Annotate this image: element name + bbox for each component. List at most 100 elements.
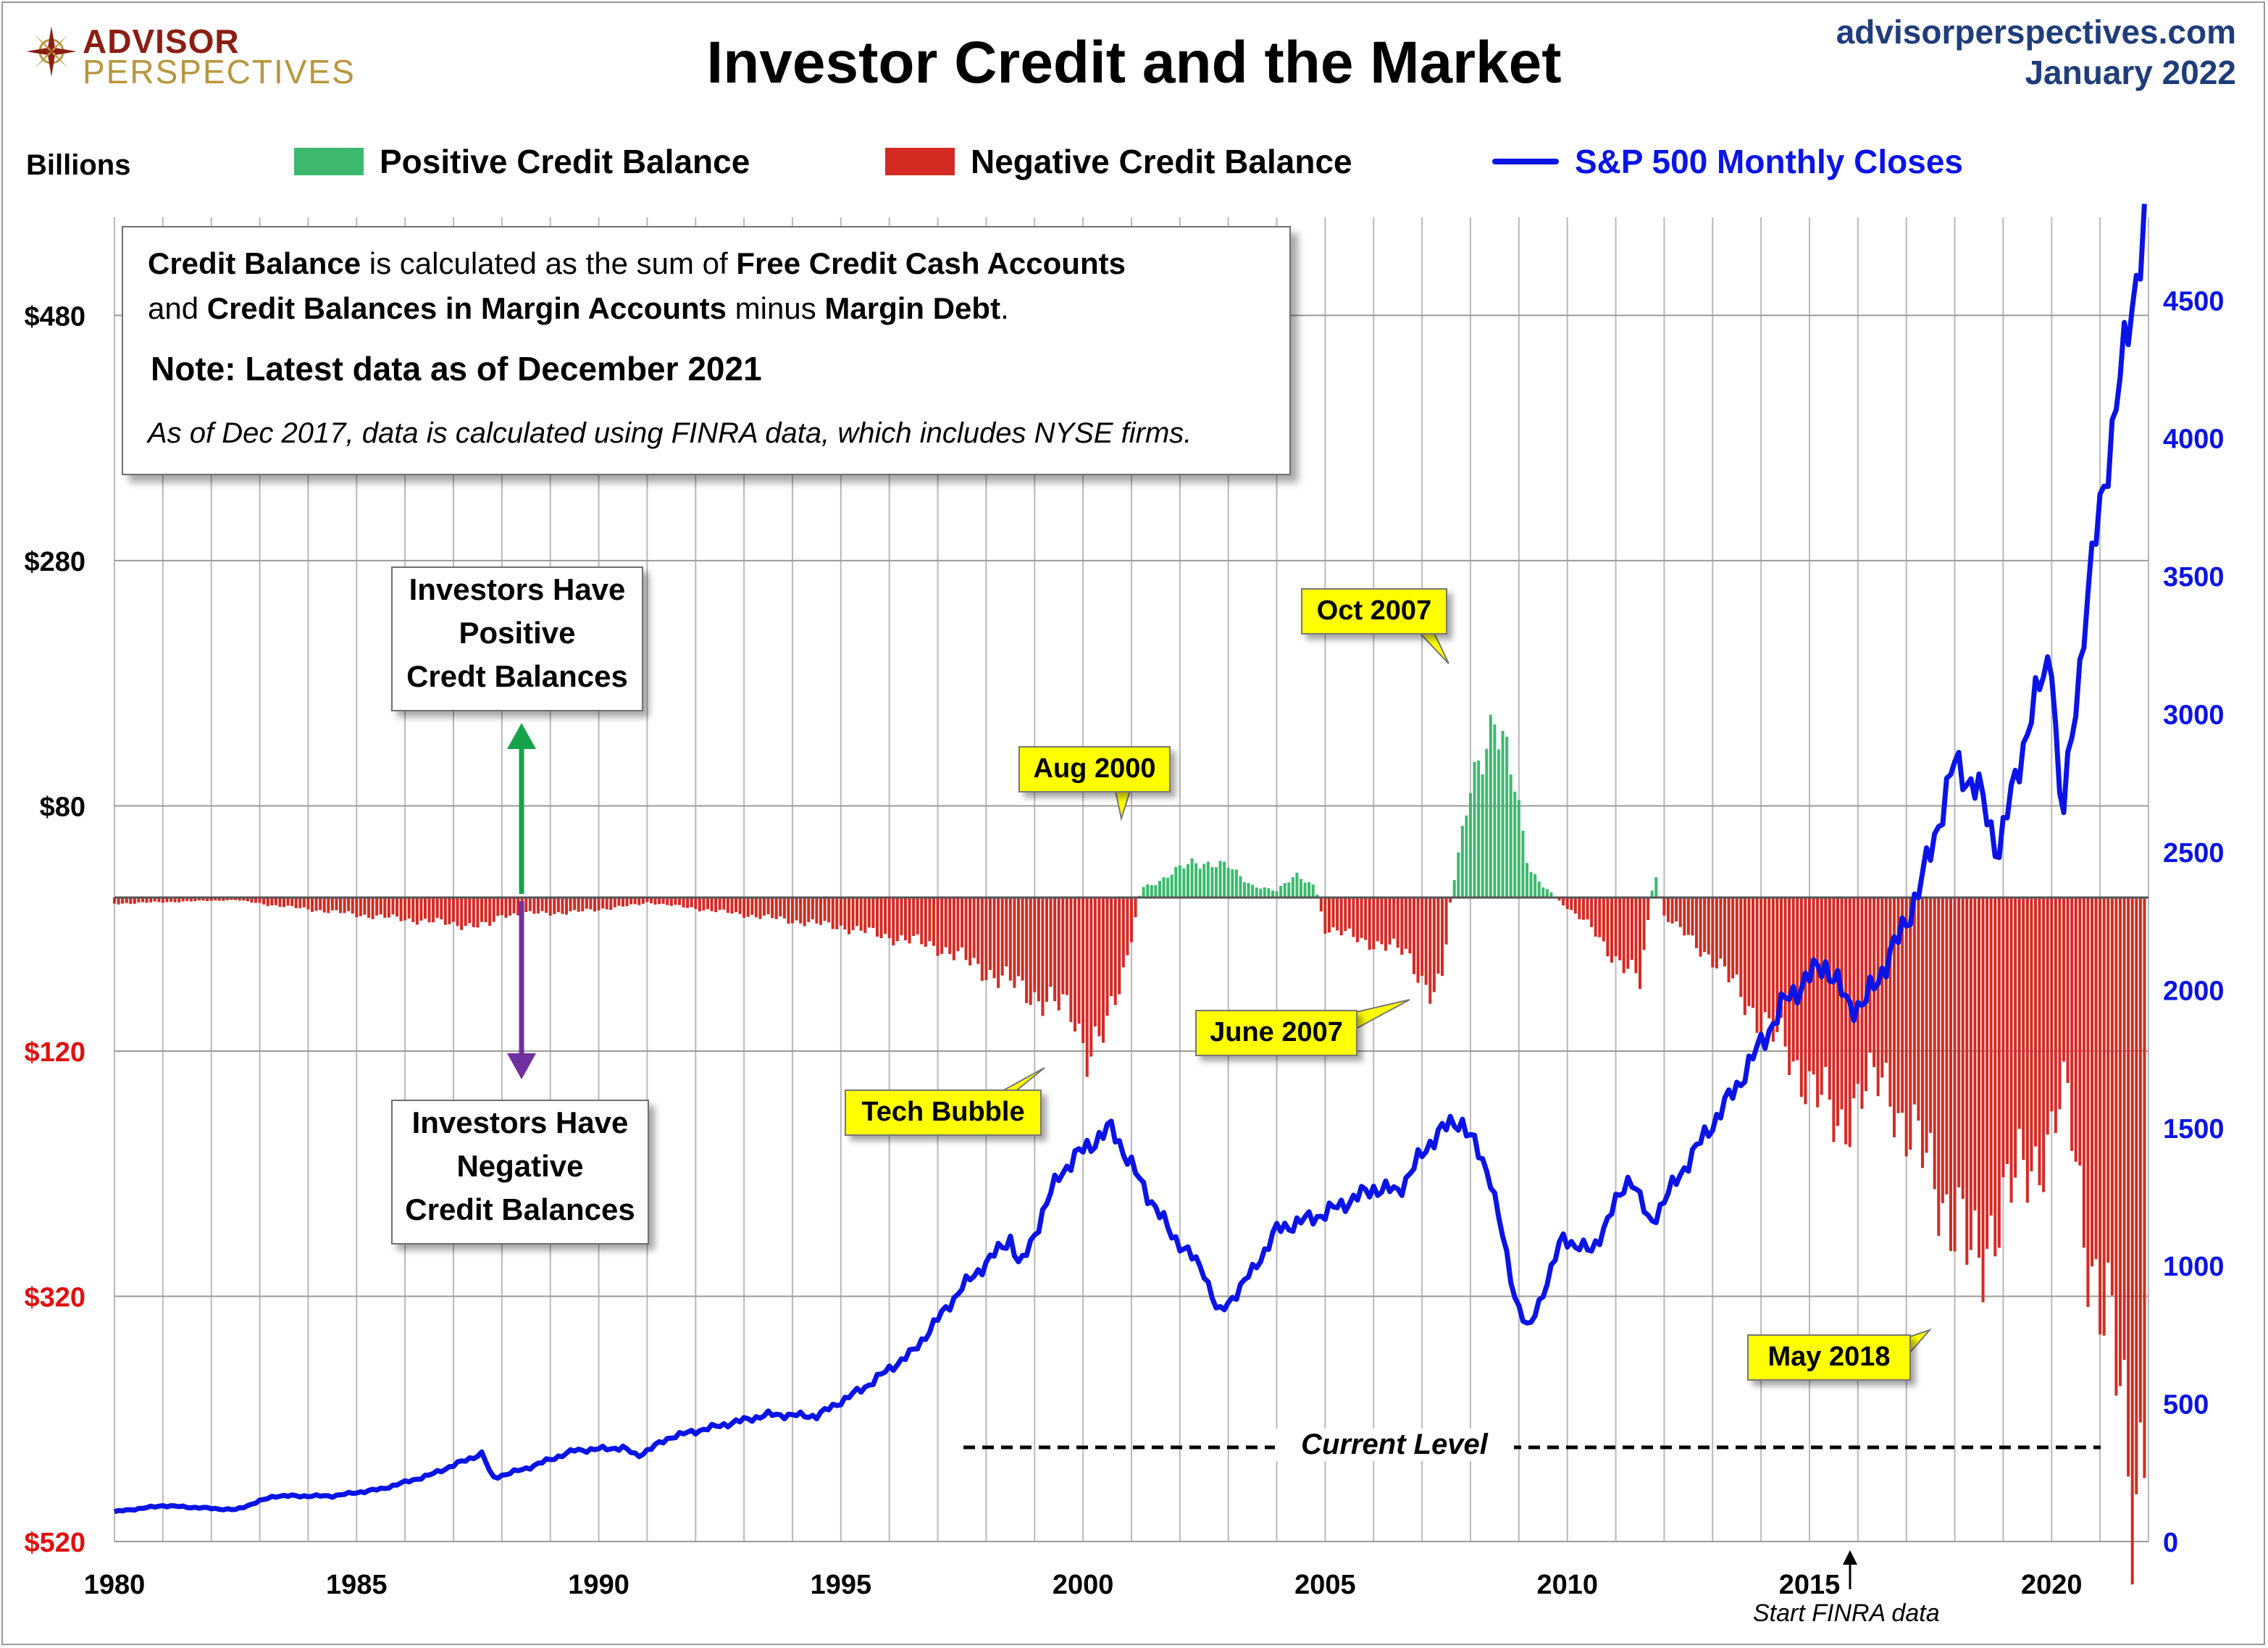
callout-june2007: June 2007: [1195, 1010, 1357, 1056]
credit-bar: [2090, 898, 2094, 1267]
credit-bar: [2138, 898, 2142, 1423]
credit-bar: [480, 898, 484, 922]
credit-bar: [234, 898, 238, 900]
credit-bar: [117, 898, 120, 905]
credit-bar: [1993, 898, 1997, 1257]
credit-bar: [185, 898, 189, 901]
credit-bar: [779, 898, 782, 917]
credit-bar: [738, 898, 742, 914]
credit-bar: [2086, 898, 2090, 1308]
credit-bar: [1570, 898, 1573, 911]
credit-bar: [403, 898, 407, 921]
credit-bar: [706, 898, 710, 910]
credit-bar: [2110, 898, 2114, 1296]
credit-bar: [225, 898, 230, 900]
credit-bar: [222, 898, 225, 901]
credit-bar: [1739, 898, 1743, 997]
arrow-negative-head: [507, 1053, 536, 1079]
credit-bar: [835, 898, 839, 929]
credit-bar: [1271, 890, 1275, 898]
credit-bar: [423, 898, 427, 919]
credit-bar: [984, 898, 988, 980]
credit-bar: [258, 898, 261, 903]
credit-bar: [895, 898, 899, 942]
credit-bar: [924, 898, 927, 948]
legend-positive: Positive Credit Balance: [294, 142, 750, 181]
credit-bar: [540, 898, 544, 911]
sp500-line: [113, 204, 2147, 1515]
credit-bar: [782, 898, 786, 919]
credit-bar: [1336, 898, 1339, 931]
current-level-label: Current Level: [1275, 1429, 1514, 1461]
credit-bar: [1957, 898, 1961, 1188]
credit-bar: [1796, 898, 1799, 1061]
credit-bar: [1061, 898, 1065, 995]
credit-bar: [1158, 880, 1162, 898]
credit-bar: [1468, 792, 1473, 898]
credit-bar: [1465, 815, 1468, 898]
credit-bars: [112, 714, 2146, 1585]
credit-bar: [1751, 898, 1755, 1008]
credit-bar: [1057, 898, 1060, 1011]
credit-bar: [1110, 898, 1113, 997]
credit-bar: [1670, 898, 1674, 924]
credit-bar: [464, 898, 467, 927]
credit-bar: [1731, 898, 1735, 979]
left-tick-label: $80: [40, 792, 85, 822]
right-tick-label: 1500: [2163, 1114, 2225, 1145]
credit-bar: [1832, 898, 1836, 1142]
credit-bar: [1985, 898, 1989, 1249]
right-tick-label: 500: [2163, 1390, 2209, 1421]
credit-bar: [561, 898, 564, 914]
credit-bar: [1703, 898, 1707, 953]
credit-bar: [1093, 898, 1097, 1027]
credit-bar: [1089, 898, 1093, 1057]
credit-bar: [246, 898, 249, 902]
credit-bar: [395, 898, 399, 917]
credit-bar: [855, 898, 859, 927]
credit-bar: [1005, 898, 1008, 967]
legend-negative: Negative Credit Balance: [885, 142, 1352, 181]
credit-bar: [1170, 874, 1173, 898]
credit-bar: [1650, 890, 1654, 898]
right-tick-label: 4000: [2163, 424, 2225, 455]
credit-bar: [589, 898, 593, 910]
credit-bar: [1509, 774, 1512, 898]
credit-bar: [1945, 898, 1949, 1195]
credit-bar: [1941, 898, 1944, 1203]
credit-bar: [1372, 898, 1376, 950]
credit-bar: [1901, 898, 1904, 1113]
credit-bar: [871, 898, 875, 929]
x-tick-label: 1990: [568, 1570, 629, 1600]
credit-bar: [2042, 898, 2046, 1192]
credit-bar: [214, 898, 217, 900]
credit-bar: [1069, 898, 1073, 1022]
credit-bar: [468, 898, 472, 924]
credit-bar: [726, 898, 729, 913]
credit-bar: [831, 898, 834, 929]
credit-bar: [1513, 791, 1517, 898]
credit-bar: [476, 898, 480, 928]
credit-bar: [1000, 898, 1004, 976]
credit-bar: [504, 898, 508, 919]
credit-bar: [1816, 898, 1820, 1108]
credit-bar: [884, 898, 887, 934]
source-date: January 2022: [2025, 54, 2236, 91]
credit-bar: [1622, 898, 1625, 974]
credit-bar: [839, 898, 842, 926]
credit-bar: [1557, 898, 1561, 901]
credit-bar: [1699, 898, 1702, 957]
credit-bar: [1129, 898, 1134, 942]
credit-bar: [1844, 898, 1848, 1145]
credit-bar: [1686, 898, 1690, 935]
compass-rose-icon: [26, 26, 77, 77]
credit-bar: [629, 898, 633, 905]
credit-bar: [1029, 898, 1032, 1005]
credit-bar: [1121, 898, 1125, 968]
credit-bar: [1364, 898, 1368, 940]
credit-bar: [1525, 863, 1529, 898]
credit-bar: [1428, 898, 1432, 1004]
credit-bar: [1259, 888, 1263, 898]
credit-bar: [335, 898, 338, 911]
credit-bar: [1331, 898, 1335, 928]
